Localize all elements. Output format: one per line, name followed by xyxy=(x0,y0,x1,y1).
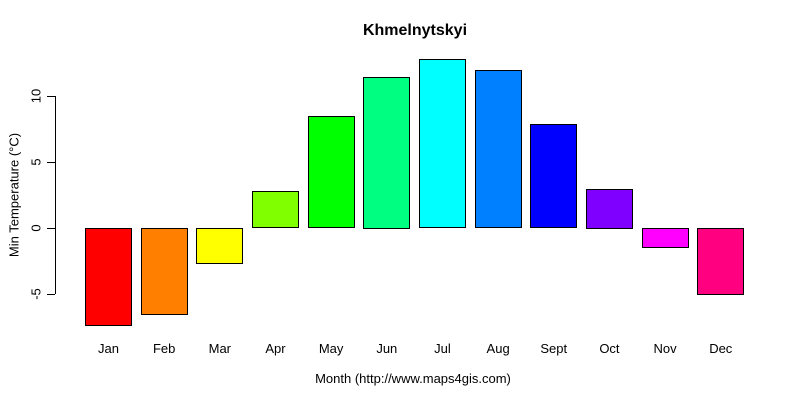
x-axis-tick-label: Feb xyxy=(152,341,176,356)
x-axis-tick-label: Nov xyxy=(653,341,677,356)
x-axis-tick-label: Jan xyxy=(98,341,119,356)
bar-apr xyxy=(252,191,299,228)
bar-feb xyxy=(141,228,188,315)
x-axis-tick-label: Jul xyxy=(434,341,451,356)
x-axis-label: Month (http://www.maps4gis.com) xyxy=(315,371,511,386)
x-axis-tick-label: May xyxy=(318,341,344,356)
y-axis-tick xyxy=(47,95,55,97)
bar-dec xyxy=(697,228,744,295)
y-axis-label: Min Temperature (°C) xyxy=(6,132,22,258)
x-axis-tick-label: Apr xyxy=(265,341,286,356)
y-axis-line xyxy=(55,96,56,295)
bar-sept xyxy=(530,124,577,228)
bar-aug xyxy=(475,70,522,228)
bar-mar xyxy=(196,228,243,264)
bar-may xyxy=(308,116,355,228)
bar-oct xyxy=(586,189,633,229)
x-axis-tick-label: Mar xyxy=(208,341,232,356)
y-axis-tick-label: -5 xyxy=(28,288,44,301)
chart-title: Khmelnytskyi xyxy=(362,22,468,39)
y-axis-tick-label: 5 xyxy=(28,158,44,166)
y-axis-tick-label: 0 xyxy=(28,224,44,232)
x-axis-tick-label: Jun xyxy=(376,341,398,356)
bar-nov xyxy=(642,228,689,248)
x-axis-tick-label: Oct xyxy=(599,341,620,356)
x-axis-tick-label: Aug xyxy=(486,341,510,356)
x-axis-tick-label: Sept xyxy=(540,341,568,356)
y-axis-tick xyxy=(47,227,55,229)
x-axis-tick-label: Dec xyxy=(709,341,733,356)
bar-jul xyxy=(419,59,466,228)
y-axis-tick-label: 10 xyxy=(28,89,44,104)
y-axis-tick xyxy=(47,161,55,163)
y-axis-tick xyxy=(47,293,55,295)
bar-jun xyxy=(363,77,410,229)
bar-jan xyxy=(85,228,132,326)
